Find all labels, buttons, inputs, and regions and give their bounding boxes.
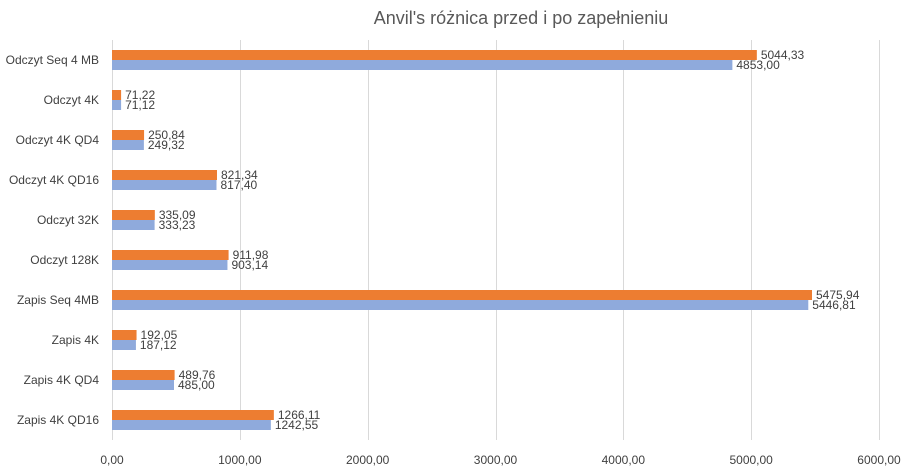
bar <box>112 370 175 380</box>
bar <box>112 300 809 310</box>
category-label: Odczyt 4K QD4 <box>16 133 100 147</box>
data-label: 903,14 <box>231 258 268 272</box>
data-label: 5446,81 <box>812 298 856 312</box>
data-label: 187,12 <box>140 338 177 352</box>
data-label: 489,76 <box>179 368 216 382</box>
data-label: 1242,55 <box>275 418 319 432</box>
data-label: 1266,11 <box>278 408 321 422</box>
bar <box>112 90 122 100</box>
category-label: Odczyt 4K <box>44 93 99 107</box>
x-tick-label: 4000,00 <box>602 453 646 467</box>
bar <box>112 410 274 420</box>
data-label: 192,05 <box>141 328 178 342</box>
x-tick-label: 3000,00 <box>474 453 518 467</box>
data-label: 5475,94 <box>816 288 860 302</box>
category-label: Zapis 4K QD16 <box>17 413 99 427</box>
bar <box>112 330 137 340</box>
bar <box>112 260 228 270</box>
data-label: 71,22 <box>125 88 155 102</box>
bar <box>112 180 217 190</box>
bar <box>112 100 122 110</box>
bar <box>112 210 155 220</box>
data-label: 249,32 <box>148 138 185 152</box>
bars <box>112 50 813 430</box>
category-label: Odczyt 128K <box>30 253 99 267</box>
bar <box>112 140 144 150</box>
category-label: Odczyt Seq 4 MB <box>6 53 99 67</box>
x-tick-label: 1000,00 <box>218 453 262 467</box>
data-label: 817,40 <box>220 178 257 192</box>
x-tick-labels: 0,00 1000,00 2000,00 3000,00 4000,00 5000,00 6… <box>100 453 901 467</box>
x-tick-label: 2000,00 <box>346 453 390 467</box>
bar <box>112 380 174 390</box>
data-label: 4853,00 <box>736 58 780 72</box>
bar <box>112 220 155 230</box>
bar <box>112 60 733 70</box>
data-label: 5044,33 <box>761 48 805 62</box>
x-tick-label: 5000,00 <box>729 453 773 467</box>
bar <box>112 250 229 260</box>
grid-lines <box>112 40 880 440</box>
category-label: Zapis 4K QD4 <box>24 373 100 387</box>
data-label: 821,34 <box>221 168 258 182</box>
bar <box>112 130 145 140</box>
bar <box>112 420 271 430</box>
data-label: 911,98 <box>233 248 269 262</box>
category-label: Zapis Seq 4MB <box>17 293 99 307</box>
category-label: Odczyt 32K <box>37 213 99 227</box>
category-labels: Odczyt Seq 4 MB Odczyt 4K Odczyt 4K QD4 Odc… <box>6 53 100 427</box>
bar <box>112 50 757 60</box>
x-tick-label: 0,00 <box>100 453 124 467</box>
bar <box>112 290 813 300</box>
bar <box>112 170 217 180</box>
data-label: 333,23 <box>159 218 196 232</box>
bar <box>112 340 136 350</box>
chart-title: Anvil's różnica przed i po zapełnieniu <box>374 8 669 28</box>
data-label: 335,09 <box>159 208 196 222</box>
data-label: 485,00 <box>178 378 215 392</box>
category-label: Zapis 4K <box>52 333 99 347</box>
category-label: Odczyt 4K QD16 <box>9 173 99 187</box>
data-label: 250,84 <box>148 128 185 142</box>
x-tick-label: 6000,00 <box>857 453 901 467</box>
data-label: 71,12 <box>125 98 155 112</box>
